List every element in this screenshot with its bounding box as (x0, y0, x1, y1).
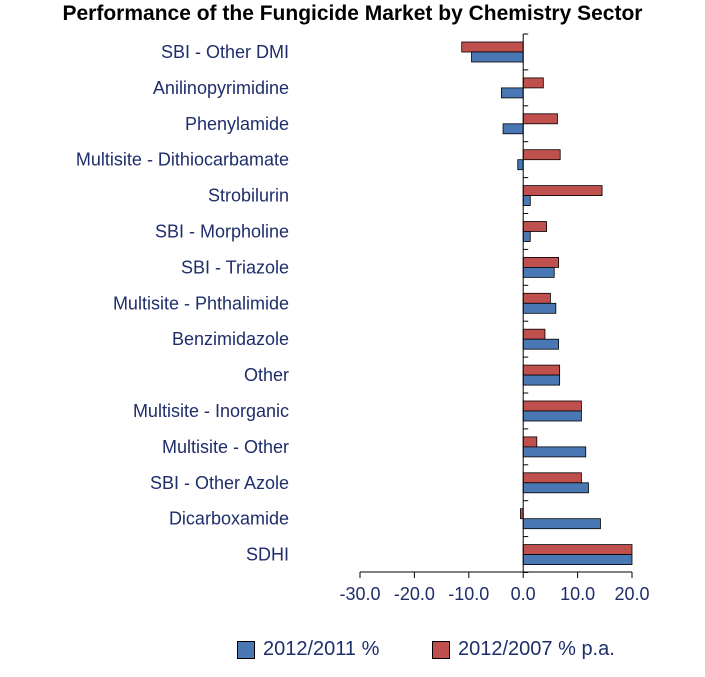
bar-1-2 (501, 87, 524, 99)
bar-2-7 (522, 256, 559, 268)
category-label: Dicarboxamide (169, 509, 289, 529)
bar-1-13 (522, 482, 589, 494)
bar-2-11 (522, 400, 582, 412)
category-label: Multisite - Dithiocarbamate (76, 150, 289, 170)
x-tick-label: -10.0 (448, 584, 489, 604)
category-label: Benzimidazole (172, 329, 289, 349)
bar-2-9 (522, 328, 546, 340)
bars-layer (461, 41, 633, 565)
bar-1-11 (522, 410, 582, 422)
category-label: Multisite - Phthalimide (113, 293, 289, 313)
category-label: Other (244, 365, 289, 385)
legend-swatch-series-1 (237, 640, 255, 659)
bar-1-5 (522, 195, 531, 207)
category-label: Multisite - Other (162, 437, 289, 457)
category-label: SBI - Other Azole (150, 473, 289, 493)
bar-2-5 (522, 185, 603, 197)
axis-layer (359, 33, 633, 578)
bar-1-3 (502, 123, 524, 135)
bar-2-2 (522, 77, 544, 89)
category-label: SBI - Morpholine (155, 222, 289, 242)
bar-2-1 (461, 41, 524, 53)
bar-1-4 (517, 159, 524, 171)
category-label: SDHI (246, 545, 289, 565)
category-label: SBI - Other DMI (161, 42, 289, 62)
bar-2-6 (522, 221, 547, 232)
bar-1-15 (522, 554, 633, 565)
chart-title: Performance of the Fungicide Market by C… (62, 2, 643, 25)
category-label: Anilinopyrimidine (153, 78, 289, 98)
bar-2-10 (522, 364, 561, 376)
bar-1-14 (522, 518, 601, 530)
legend-swatch-series-2 (432, 640, 450, 659)
bar-2-13 (522, 472, 582, 484)
bar-1-7 (522, 266, 555, 278)
category-label: Phenylamide (185, 114, 289, 134)
x-tick-label: 10.0 (560, 584, 595, 604)
legend-item-series-2: 2012/2007 % p.a. (432, 638, 615, 661)
x-tick-label: -20.0 (394, 584, 435, 604)
bar-2-15 (522, 544, 633, 555)
bar-1-10 (522, 374, 561, 386)
bar-1-9 (522, 338, 559, 350)
x-tick-label: 20.0 (614, 584, 649, 604)
labels-layer: SBI - Other DMI Anilinopyrimidine Phenylam… (76, 42, 650, 604)
bar-2-3 (522, 113, 558, 125)
bar-2-4 (522, 149, 561, 161)
bar-2-8 (522, 292, 551, 304)
x-tick-label: -30.0 (339, 584, 380, 604)
bar-1-8 (522, 302, 557, 314)
legend-item-series-1: 2012/2011 % (237, 638, 379, 661)
bar-2-12 (522, 436, 538, 448)
bar-1-12 (522, 446, 587, 458)
category-label: Strobilurin (208, 186, 289, 206)
bar-1-6 (522, 231, 531, 242)
legend-label-series-2: 2012/2007 % p.a. (458, 638, 615, 660)
legend-label-series-1: 2012/2011 % (263, 638, 380, 660)
bar-1-1 (471, 51, 524, 63)
category-label: Multisite - Inorganic (133, 401, 289, 421)
x-tick-label: 0.0 (511, 584, 536, 604)
category-label: SBI - Triazole (181, 257, 289, 277)
